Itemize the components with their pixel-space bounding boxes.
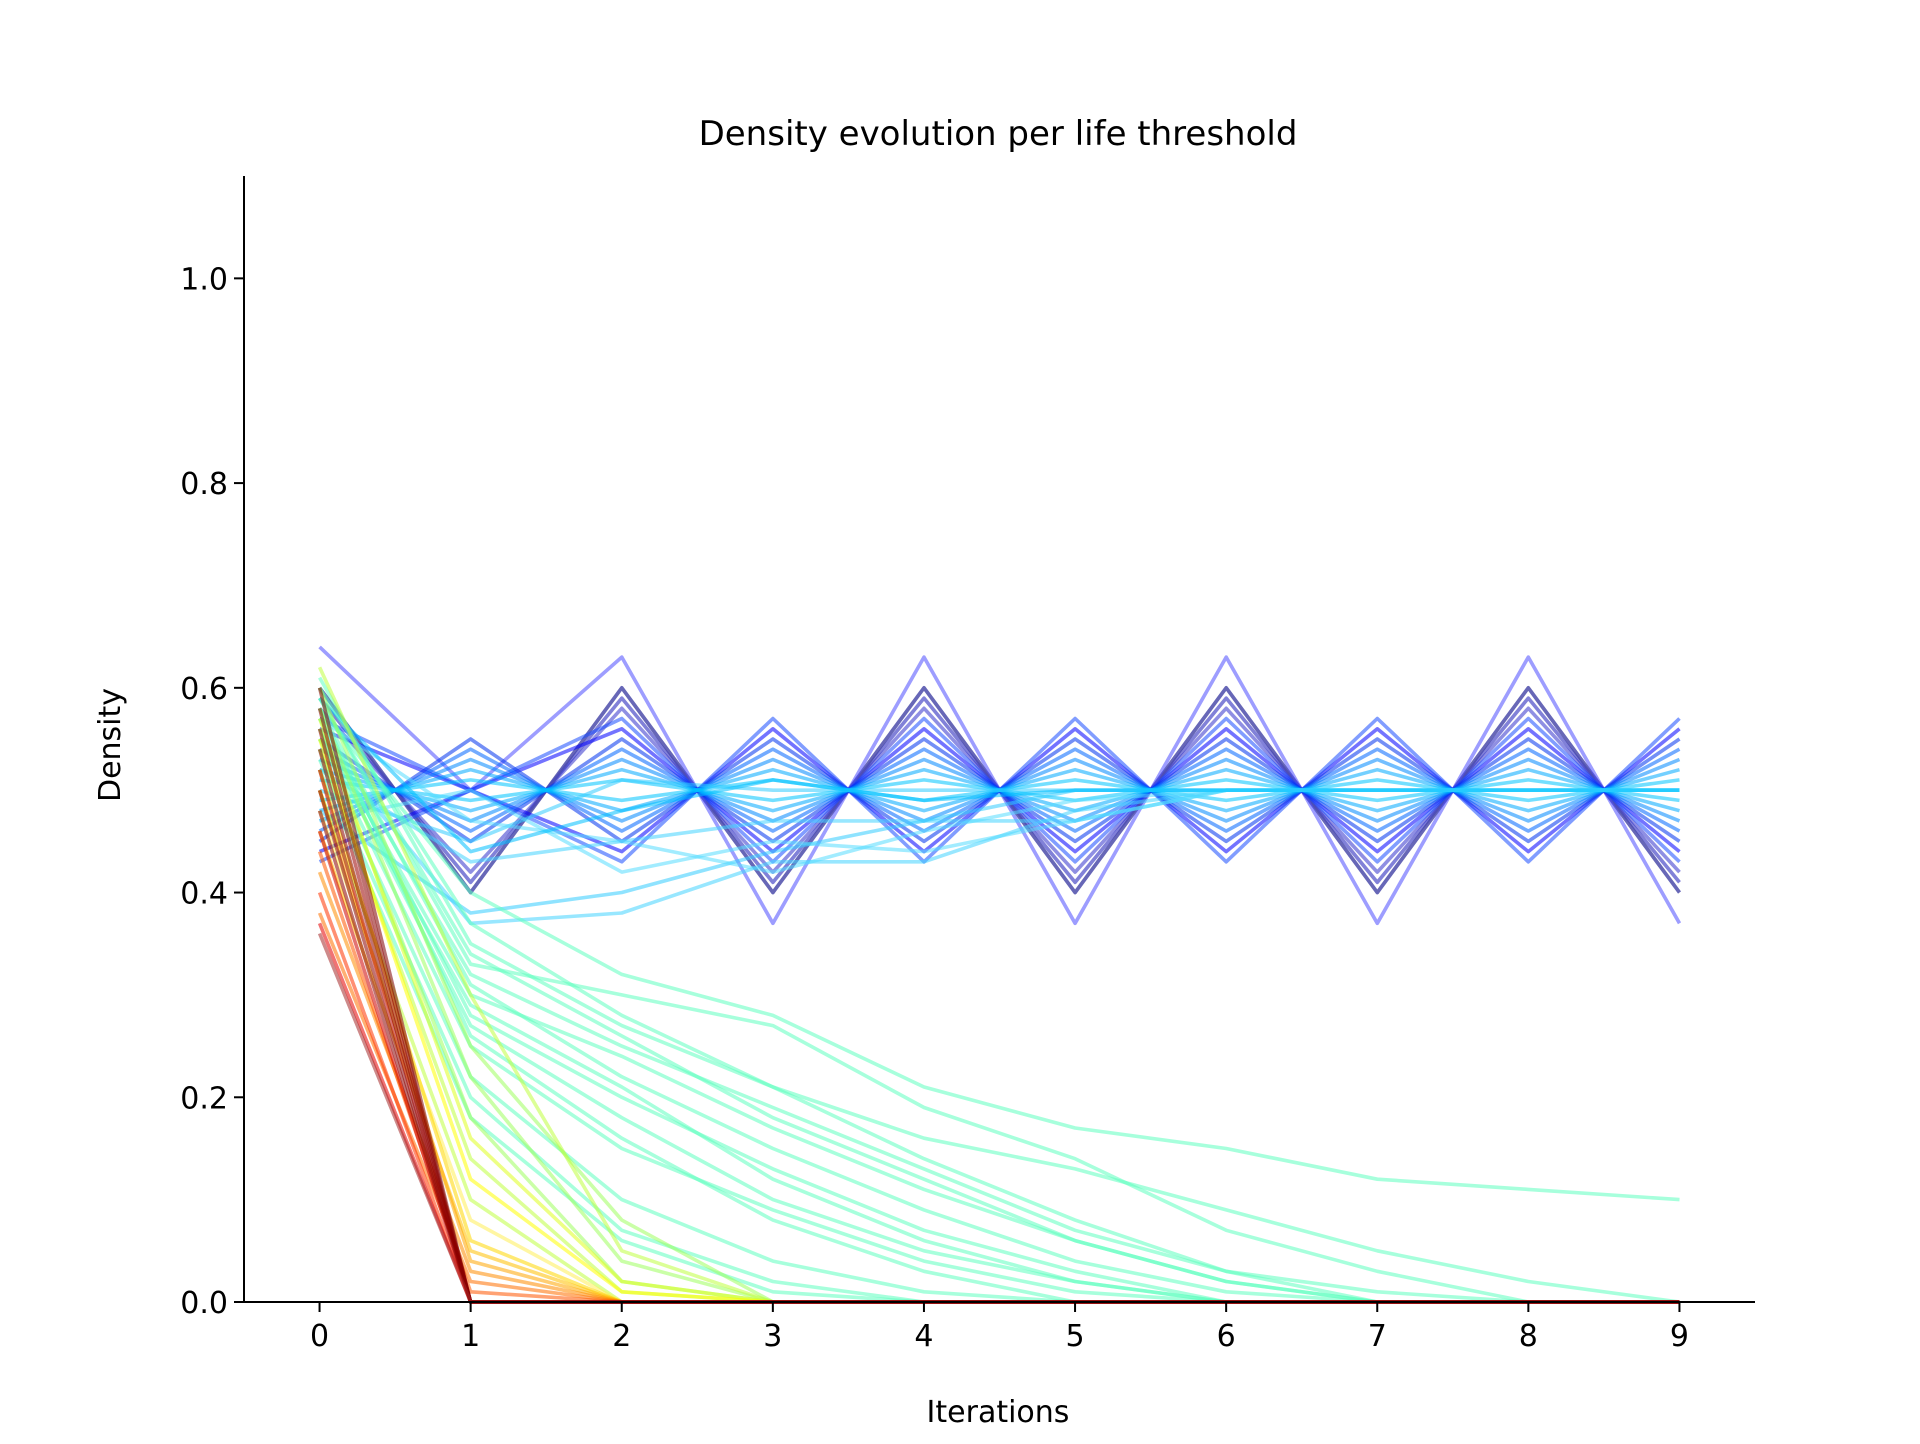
ticks-layer: 0 1 2 3 4 5 6 7 8 9 0.0 0.2 0.4 0.6 0.8 1.0 — [180, 262, 1689, 1354]
x-tick-label: 2 — [612, 1319, 631, 1354]
series-line — [318, 696, 1680, 854]
y-tick-label: 0.6 — [180, 672, 228, 707]
series-line — [318, 717, 1680, 1304]
series-39 — [318, 717, 1680, 1304]
x-tick-label: 6 — [1217, 1319, 1236, 1354]
x-tick-label: 7 — [1368, 1319, 1387, 1354]
x-tick-label: 1 — [461, 1319, 480, 1354]
series-60 — [317, 769, 1680, 1304]
x-tick-label: 3 — [763, 1319, 782, 1354]
chart-title: Density evolution per life threshold — [699, 114, 1298, 154]
series-51 — [317, 769, 1680, 1304]
x-tick-label: 8 — [1519, 1319, 1538, 1354]
series-27 — [318, 707, 1680, 1202]
series-layer — [317, 645, 1682, 1304]
y-axis-label: Density — [93, 688, 128, 802]
series-line — [317, 922, 1680, 1304]
series-40 — [317, 768, 1680, 1304]
series-line — [317, 830, 1680, 1304]
axes-layer — [243, 176, 1755, 1303]
x-tick-label: 0 — [310, 1319, 329, 1354]
y-tick-label: 0.4 — [180, 877, 228, 912]
y-tick-label: 0.0 — [180, 1286, 228, 1321]
x-tick-label: 4 — [914, 1319, 933, 1354]
series-line — [318, 707, 1680, 1202]
series-59 — [317, 830, 1680, 1304]
series-line — [317, 768, 1680, 1304]
series-52 — [317, 830, 1680, 1304]
series-26 — [318, 676, 1680, 1304]
series-58 — [317, 922, 1680, 1304]
x-axis-label: Iterations — [927, 1395, 1070, 1430]
series-line — [318, 676, 1680, 1304]
y-tick-label: 1.0 — [180, 262, 228, 297]
y-tick-label: 0.8 — [180, 467, 228, 502]
x-tick-label: 9 — [1670, 1319, 1689, 1354]
series-28 — [318, 697, 1680, 1304]
series-line — [318, 697, 1680, 1304]
series-25 — [318, 696, 1680, 854]
x-tick-label: 5 — [1066, 1319, 1085, 1354]
series-line — [317, 769, 1680, 1304]
series-line — [317, 830, 1680, 1304]
y-tick-label: 0.2 — [180, 1081, 228, 1116]
series-line — [317, 769, 1680, 1304]
